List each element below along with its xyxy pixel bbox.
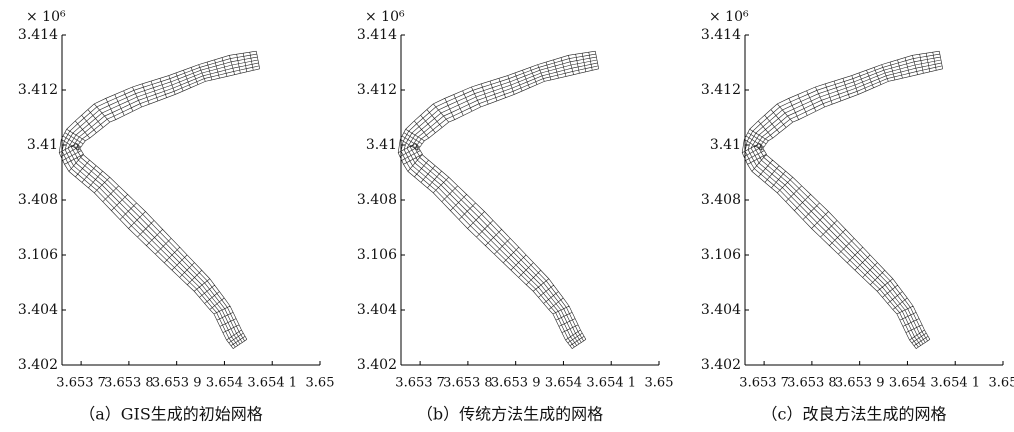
y-tick-label: 3.402 [701,357,741,373]
x-tick-label: 3.653 7 [56,376,106,391]
x-tick-label: 3.653 9 [152,376,202,391]
y-tick-label: 3.408 [357,192,397,208]
y-multiplier: × 10⁶ [26,9,66,25]
x-tick-label: 3.65 [989,376,1014,391]
y-tick-label: 3.106 [18,247,58,263]
y-tick-label: 3.412 [18,82,58,98]
x-tick-label: 3.65 [306,376,335,391]
x-tick-label: 3.653 9 [491,376,541,391]
y-tick-label: 3.414 [357,27,397,43]
y-multiplier: × 10⁶ [709,9,749,25]
y-tick-label: 3.402 [18,357,58,373]
mesh [58,50,260,349]
x-tick-label: 3.65 [645,376,674,391]
mesh [741,50,943,349]
caption: （b）传统方法生成的网格 [417,405,603,424]
y-tick-label: 3.106 [357,247,397,263]
caption: （c）改良方法生成的网格 [762,405,947,424]
y-tick-label: 3.404 [701,302,741,318]
y-tick-label: 3.408 [701,192,741,208]
x-tick-label: 3.653 9 [835,376,885,391]
y-tick-label: 3.412 [701,82,741,98]
x-tick-label: 3.654 [206,376,243,391]
mesh [397,50,599,349]
x-tick-label: 3.654 1 [930,376,980,391]
y-tick-label: 3.408 [18,192,58,208]
x-tick-label: 3.654 [889,376,926,391]
x-tick-label: 3.653 8 [443,376,493,391]
x-tick-label: 3.653 8 [787,376,837,391]
y-tick-label: 3.412 [357,82,397,98]
caption: （a）GIS生成的初始网格 [79,405,263,424]
y-multiplier: × 10⁶ [365,9,405,25]
y-tick-label: 3.414 [701,27,741,43]
y-tick-label: 3.404 [18,302,58,318]
y-tick-label: 3.402 [357,357,397,373]
x-tick-label: 3.654 1 [247,376,297,391]
x-tick-label: 3.653 7 [395,376,445,391]
y-tick-label: 3.41 [710,137,741,153]
y-tick-label: 3.106 [701,247,741,263]
y-tick-label: 3.41 [27,137,58,153]
x-tick-label: 3.654 1 [586,376,636,391]
x-tick-label: 3.653 7 [739,376,789,391]
y-tick-label: 3.414 [18,27,58,43]
x-tick-label: 3.653 8 [104,376,154,391]
y-tick-label: 3.41 [366,137,397,153]
y-tick-label: 3.404 [357,302,397,318]
x-tick-label: 3.654 [545,376,582,391]
